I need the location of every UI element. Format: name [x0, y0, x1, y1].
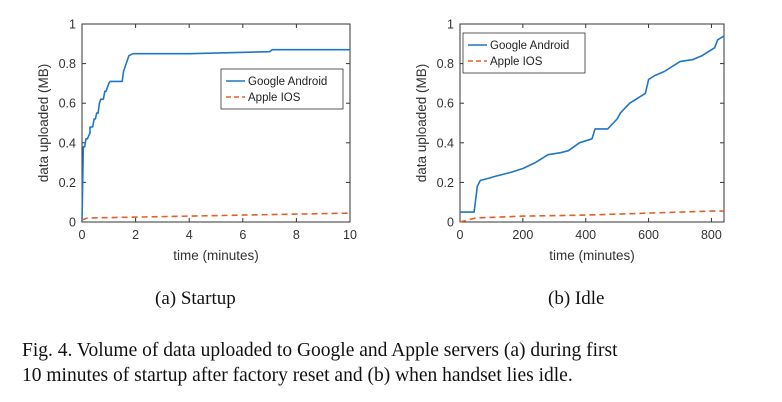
subcaption-a: (a) Startup: [155, 288, 236, 309]
y-tick-label: 0.4: [437, 136, 454, 150]
y-axis-label: data uploaded (MB): [36, 64, 51, 183]
legend: Google Android Apple IOS: [220, 68, 344, 110]
series-line-google-android: [81, 48, 350, 223]
x-tick-label: 0: [457, 228, 464, 242]
x-tick-label: 600: [638, 228, 659, 242]
series-line-apple-ios: [459, 210, 724, 223]
y-tick-label: 0.8: [59, 57, 76, 71]
plot-frame: [459, 23, 725, 223]
y-tick-label: 0.4: [59, 136, 76, 150]
legend-label: Google Android: [490, 40, 569, 52]
subcaption-b: (b) Idle: [548, 288, 605, 309]
caption-line-1: Fig. 4. Volume of data uploaded to Googl…: [22, 340, 618, 361]
x-axis-label: time (minutes): [173, 248, 259, 263]
x-tick-label: 6: [239, 228, 246, 242]
y-tick-label: 1: [69, 18, 76, 32]
y-tick-label: 0.8: [437, 57, 454, 71]
y-axis-label: data uploaded (MB): [414, 64, 429, 183]
legend-label: Apple IOS: [248, 92, 301, 104]
x-axis-label: time (minutes): [549, 248, 635, 263]
chart-b: 0 200 400 600 800 0 0.2 0.4 0.6 0.8 1 time (minutes…: [414, 18, 725, 263]
caption-line-2: 10 minutes of startup after factory rese…: [22, 365, 573, 386]
y-tick-label: 0: [447, 216, 454, 230]
legend-label: Google Android: [248, 76, 327, 88]
legend: Google Android Apple IOS: [462, 32, 586, 74]
x-tick-label: 2: [132, 228, 139, 242]
plot-frame: [81, 23, 351, 223]
x-tick-label: 0: [79, 228, 86, 242]
y-tick-label: 0: [69, 216, 76, 230]
x-tick-label: 4: [186, 228, 193, 242]
x-tick-label: 200: [512, 228, 533, 242]
series-line-apple-ios: [81, 212, 351, 221]
legend-box: [462, 32, 586, 74]
x-tick-label: 10: [343, 228, 357, 242]
x-tick-label: 800: [701, 228, 722, 242]
y-tick-label: 0.6: [437, 97, 454, 111]
y-tick-label: 0.2: [437, 176, 454, 190]
y-tick-label: 0.2: [59, 176, 76, 190]
chart-a: 0 2 4 6 8 10 0 0.2 0.4 0.6 0.8 1 time (minutes) data …: [36, 18, 357, 264]
x-tick-label: 400: [575, 228, 596, 242]
x-tick-label: 8: [293, 228, 300, 242]
y-tick-label: 0.6: [59, 97, 76, 111]
legend-label: Apple IOS: [490, 56, 543, 68]
series-line-google-android: [460, 35, 725, 213]
figure-caption: Fig. 4. Volume of data uploaded to Googl…: [22, 338, 782, 388]
legend-box: [220, 68, 344, 110]
y-tick-label: 1: [447, 18, 454, 32]
